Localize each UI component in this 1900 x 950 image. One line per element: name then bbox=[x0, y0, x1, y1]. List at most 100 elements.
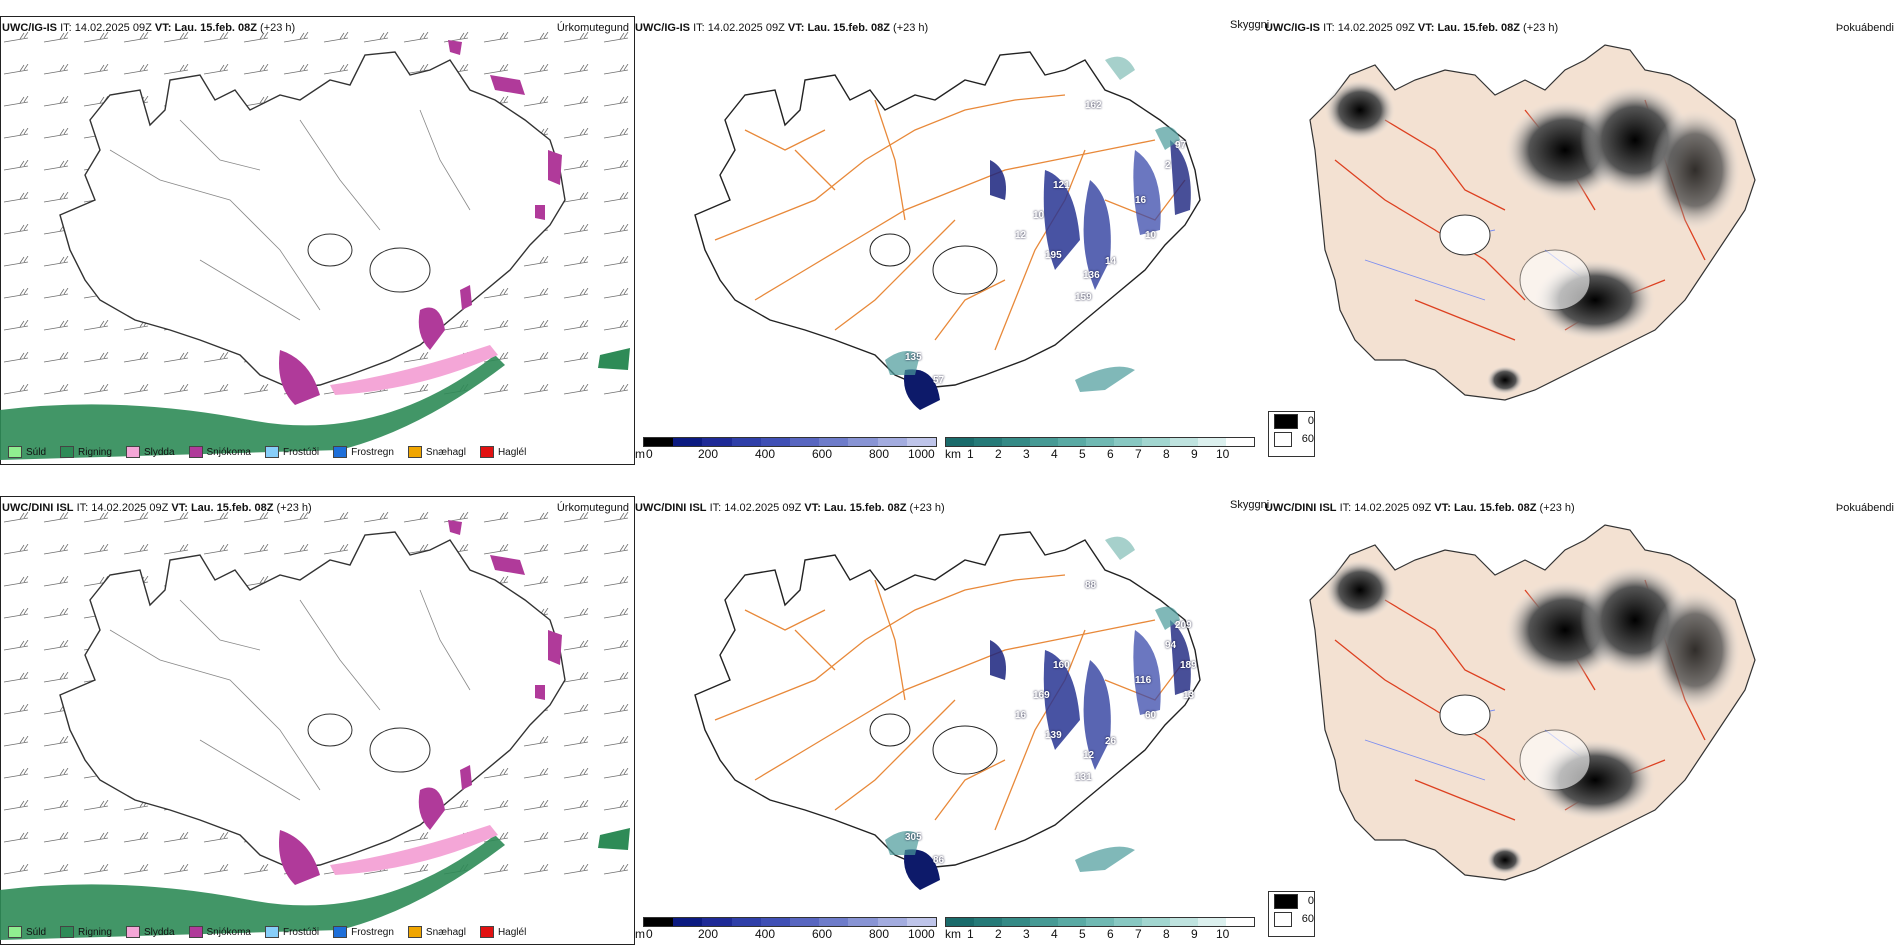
visibility-tick: 10 bbox=[1216, 447, 1230, 461]
visibility-tick: 7 bbox=[1135, 927, 1142, 941]
panel-header: UWC/IG-IS IT: 14.02.2025 09Z VT: Lau. 15… bbox=[2, 22, 295, 34]
precip-map bbox=[0, 512, 632, 940]
fog-panel: UWC/IG-IS IT: 14.02.2025 09Z VT: Lau. 15… bbox=[1265, 0, 1900, 465]
it-value: 14.02.2025 09Z bbox=[1354, 502, 1432, 514]
height-tick: 800 bbox=[869, 927, 890, 941]
panel-header: UWC/DINI ISL IT: 14.02.2025 09Z VT: Lau.… bbox=[1265, 502, 1575, 514]
precip-legend: Súld Rigning Slydda Snjókoma Frostúði Fr… bbox=[8, 926, 540, 938]
legend-item: Frostúði bbox=[264, 926, 319, 938]
cloud-base-label: 12 bbox=[1083, 750, 1095, 761]
visibility-tick: 5 bbox=[1079, 447, 1086, 461]
model-row-dini: UWC/DINI ISL IT: 14.02.2025 09Z VT: Lau.… bbox=[0, 480, 1900, 950]
legend-item: Haglél bbox=[479, 926, 526, 938]
legend-item: Frostregn bbox=[333, 446, 394, 458]
height-tick: 200 bbox=[698, 927, 719, 941]
legend-item: Snjókoma bbox=[188, 446, 251, 458]
precip-legend: Súld Rigning Slydda Snjókoma Frostúði Fr… bbox=[8, 446, 540, 458]
cloud-base-label: 26 bbox=[1105, 736, 1117, 747]
it-value: 14.02.2025 09Z bbox=[724, 502, 802, 514]
fog-legend: 0 60 bbox=[1268, 891, 1315, 937]
cloud-base-label: 136 bbox=[1083, 270, 1100, 281]
cloud-base-label: 162 bbox=[1085, 100, 1102, 111]
visibility-tick: 2 bbox=[995, 927, 1002, 941]
cloud-base-label: 121 bbox=[1053, 180, 1070, 191]
legend-item: Rigning bbox=[60, 926, 112, 938]
lead-time: (+23 h) bbox=[893, 22, 929, 34]
height-tick: 600 bbox=[812, 927, 833, 941]
lead-time: (+23 h) bbox=[260, 22, 296, 34]
model-name: UWC/IG-IS bbox=[1265, 22, 1320, 34]
model-name: UWC/DINI ISL bbox=[2, 502, 74, 514]
lead-time: (+23 h) bbox=[1539, 502, 1575, 514]
vt-value: Lau. 15.feb. 08Z bbox=[807, 22, 890, 34]
it-label: IT: bbox=[709, 502, 722, 514]
cloud-base-label: 12 bbox=[1015, 230, 1027, 241]
visibility-tick: 10 bbox=[1216, 927, 1230, 941]
cloud-base-label: 57 bbox=[933, 375, 945, 386]
legend-item: Frostregn bbox=[333, 926, 394, 938]
cloud-base-label: 160 bbox=[1053, 660, 1070, 671]
cloud-base-label: 16 bbox=[1135, 195, 1147, 206]
visibility-tick: 1 bbox=[967, 447, 974, 461]
fog-legend-black: 0 bbox=[1307, 895, 1314, 907]
cloud-base-label: 14 bbox=[1105, 256, 1117, 267]
visibility-unit: km bbox=[945, 927, 961, 941]
height-tick: 800 bbox=[869, 447, 890, 461]
vt-value: Lau. 15.feb. 08Z bbox=[1437, 22, 1520, 34]
vt-value: Lau. 15.feb. 08Z bbox=[1453, 502, 1537, 514]
vt-label: VT: bbox=[804, 502, 821, 514]
legend-item: Snæhagl bbox=[407, 446, 466, 458]
height-tick: 0 bbox=[646, 447, 653, 461]
cloud-base-label: 2 bbox=[1165, 160, 1171, 171]
legend-item: Súld bbox=[8, 446, 46, 458]
visibility-panel: UWC/DINI ISL IT: 14.02.2025 09Z VT: Lau.… bbox=[635, 480, 1315, 945]
fog-title: Þokuábendi bbox=[1835, 502, 1894, 514]
model-name: UWC/DINI ISL bbox=[1265, 502, 1337, 514]
it-label: IT: bbox=[1339, 502, 1352, 514]
vt-label: VT: bbox=[787, 22, 805, 34]
cloud-base-label: 10 bbox=[1145, 230, 1157, 241]
height-tick: 0 bbox=[646, 927, 653, 941]
visibility-tick: 6 bbox=[1107, 447, 1114, 461]
legend-item: Frostúði bbox=[264, 446, 319, 458]
it-label: IT: bbox=[76, 502, 89, 514]
it-label: IT: bbox=[1323, 22, 1335, 34]
cloud-base-label: 305 bbox=[905, 832, 922, 843]
visibility-title: Skyggni bbox=[1230, 499, 1270, 511]
legend-item: Slydda bbox=[125, 926, 175, 938]
vt-label: VT: bbox=[1417, 22, 1435, 34]
legend-item: Haglél bbox=[479, 446, 526, 458]
cloud-base-label: 139 bbox=[1045, 730, 1062, 741]
precip-title: Úrkomutegund bbox=[556, 22, 629, 34]
precip-panel: UWC/DINI ISL IT: 14.02.2025 09Z VT: Lau.… bbox=[0, 480, 635, 945]
height-tick: 1000 bbox=[908, 447, 935, 461]
visibility-map bbox=[694, 531, 1201, 890]
precip-title: Úrkomutegund bbox=[556, 502, 629, 514]
visibility-tick: 8 bbox=[1163, 927, 1170, 941]
model-row-igis: UWC/IG-IS IT: 14.02.2025 09Z VT: Lau. 15… bbox=[0, 0, 1900, 465]
fog-map bbox=[1309, 44, 1756, 401]
fog-panel: UWC/DINI ISL IT: 14.02.2025 09Z VT: Lau.… bbox=[1265, 480, 1900, 945]
vt-label: VT: bbox=[171, 502, 188, 514]
cloud-base-label: 86 bbox=[933, 855, 945, 866]
model-name: UWC/IG-IS bbox=[635, 22, 690, 34]
panel-header: UWC/DINI ISL IT: 14.02.2025 09Z VT: Lau.… bbox=[2, 502, 312, 514]
visibility-tick: 7 bbox=[1135, 447, 1142, 461]
cloud-base-label: 189 bbox=[1180, 660, 1197, 671]
visibility-map bbox=[694, 51, 1201, 410]
legend-item: Snjókoma bbox=[188, 926, 251, 938]
it-label: IT: bbox=[693, 22, 705, 34]
cloud-base-label: 195 bbox=[1045, 250, 1062, 261]
cloud-base-label: 169 bbox=[1033, 690, 1050, 701]
visibility-tick: 3 bbox=[1023, 447, 1030, 461]
vt-value: Lau. 15.feb. 08Z bbox=[190, 502, 274, 514]
visibility-unit: km bbox=[945, 447, 961, 461]
lead-time: (+23 h) bbox=[909, 502, 945, 514]
height-unit: m bbox=[635, 927, 645, 941]
visibility-tick: 2 bbox=[995, 447, 1002, 461]
model-name: UWC/DINI ISL bbox=[635, 502, 707, 514]
precip-map bbox=[0, 32, 632, 460]
panel-header: UWC/IG-IS IT: 14.02.2025 09Z VT: Lau. 15… bbox=[635, 22, 928, 34]
lead-time: (+23 h) bbox=[276, 502, 312, 514]
vt-value: Lau. 15.feb. 08Z bbox=[823, 502, 907, 514]
